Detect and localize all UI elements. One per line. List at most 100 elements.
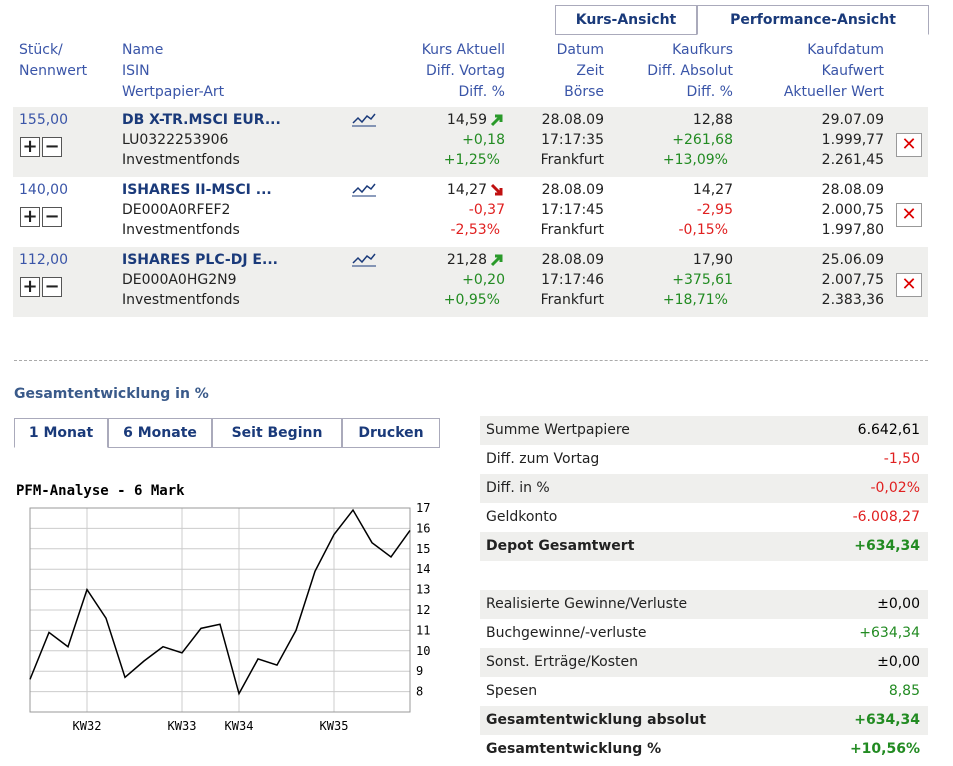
arrow-up xyxy=(489,112,505,128)
plus-button[interactable]: + xyxy=(20,137,40,157)
summary-label: Gesamtentwicklung absolut xyxy=(486,712,707,728)
diff-vortag: +0,20 xyxy=(462,272,505,288)
period-tab[interactable]: 6 Monate xyxy=(108,418,212,448)
summary-row xyxy=(480,648,928,677)
view-tab[interactable]: Performance-Ansicht xyxy=(697,5,929,35)
name[interactable]: DB X-TR.MSCI EUR... xyxy=(122,112,281,128)
kaufkurs: 12,88 xyxy=(692,112,733,128)
y-tick-label: 13 xyxy=(416,583,430,597)
type: Investmentfonds xyxy=(122,222,240,238)
column-header: Zeit xyxy=(576,63,604,79)
y-tick-label: 8 xyxy=(416,685,423,699)
summary-label: Buchgewinne/-verluste xyxy=(486,625,647,641)
zeit: 17:17:35 xyxy=(541,132,604,148)
kaufwert: 2.007,75 xyxy=(821,272,884,288)
section-title: Gesamtentwicklung in % xyxy=(14,386,209,402)
y-tick-label: 14 xyxy=(416,562,430,576)
chart-title: PFM-Analyse - 6 Mark xyxy=(16,483,185,499)
column-header: Diff. Absolut xyxy=(647,63,733,79)
minus-button[interactable]: − xyxy=(42,137,62,157)
chart-icon[interactable] xyxy=(352,182,376,198)
column-header: Diff. % xyxy=(458,84,505,100)
y-tick-label: 9 xyxy=(416,664,423,678)
summary-row xyxy=(480,619,928,648)
chart-icon[interactable] xyxy=(352,112,376,128)
diff-pct: -2,53% xyxy=(450,222,500,238)
diff-abs: -2,95 xyxy=(696,202,733,218)
plot-frame xyxy=(29,507,411,713)
diff-pct: +0,95% xyxy=(443,292,500,308)
row-background xyxy=(13,177,928,247)
summary-value: -1,50 xyxy=(883,451,920,467)
kurs: 21,28 xyxy=(446,252,487,268)
datum: 28.08.09 xyxy=(541,182,604,198)
divider xyxy=(14,360,928,361)
aktueller-wert: 2.261,45 xyxy=(821,152,884,168)
x-tick-label: KW32 xyxy=(73,719,102,733)
summary-label: Geldkonto xyxy=(486,509,558,525)
delete-button[interactable]: ✕ xyxy=(896,273,922,297)
y-tick-label: 10 xyxy=(416,644,430,658)
diff-abs: +261,68 xyxy=(672,132,733,148)
summary-value: +10,56% xyxy=(849,741,920,757)
y-tick-label: 12 xyxy=(416,603,430,617)
summary-label: Gesamtentwicklung % xyxy=(486,741,662,757)
isin: DE000A0HG2N9 xyxy=(122,272,237,288)
diff-abs-pct: -0,15% xyxy=(678,222,728,238)
column-header: Wertpapier-Art xyxy=(122,84,225,100)
diff-abs: +375,61 xyxy=(672,272,733,288)
view-tab[interactable]: Kurs-Ansicht xyxy=(555,5,697,35)
summary-label: Summe Wertpapiere xyxy=(486,422,630,438)
kurs: 14,27 xyxy=(446,182,487,198)
period-tab[interactable]: 1 Monat xyxy=(14,418,108,448)
name[interactable]: ISHARES PLC-DJ E... xyxy=(122,252,278,268)
summary-value: +634,34 xyxy=(854,538,920,554)
delete-button[interactable]: ✕ xyxy=(896,133,922,157)
datum: 28.08.09 xyxy=(541,252,604,268)
plus-button[interactable]: + xyxy=(20,207,40,227)
minus-button[interactable]: − xyxy=(42,277,62,297)
summary-label: Sonst. Erträge/Kosten xyxy=(486,654,638,670)
datum: 28.08.09 xyxy=(541,112,604,128)
delete-button[interactable]: ✕ xyxy=(896,203,922,227)
diff-pct: +1,25% xyxy=(443,152,500,168)
kurs: 14,59 xyxy=(446,112,487,128)
diff-abs-pct: +18,71% xyxy=(662,292,728,308)
column-header: Kaufwert xyxy=(821,63,884,79)
isin: DE000A0RFEF2 xyxy=(122,202,231,218)
summary-label: Diff. zum Vortag xyxy=(486,451,600,467)
x-tick-label: KW33 xyxy=(168,719,197,733)
zeit: 17:17:45 xyxy=(541,202,604,218)
kaufwert: 1.999,77 xyxy=(821,132,884,148)
arrow-up xyxy=(489,252,505,268)
summary-label: Spesen xyxy=(486,683,538,699)
summary-row xyxy=(480,677,928,706)
minus-button[interactable]: − xyxy=(42,207,62,227)
name[interactable]: ISHARES II-MSCI ... xyxy=(122,182,272,198)
column-header: Name xyxy=(122,42,164,58)
summary-row xyxy=(480,503,928,532)
y-tick-label: 16 xyxy=(416,521,430,535)
y-tick-label: 11 xyxy=(416,623,430,637)
column-header: Stück/ xyxy=(19,42,63,58)
period-tab[interactable]: Drucken xyxy=(342,418,440,448)
summary-row xyxy=(480,532,928,561)
boerse: Frankfurt xyxy=(540,152,604,168)
zeit: 17:17:46 xyxy=(541,272,604,288)
summary-row xyxy=(480,706,928,735)
summary-row xyxy=(480,590,928,619)
summary-value: +634,34 xyxy=(854,712,920,728)
plus-button[interactable]: + xyxy=(20,277,40,297)
column-header: Kaufkurs xyxy=(672,42,733,58)
aktueller-wert: 1.997,80 xyxy=(821,222,884,238)
qty: 112,00 xyxy=(19,252,68,268)
summary-value: -0,02% xyxy=(870,480,920,496)
chart-icon[interactable] xyxy=(352,252,376,268)
isin: LU0322253906 xyxy=(122,132,229,148)
period-tab[interactable]: Seit Beginn xyxy=(212,418,342,448)
column-header: Diff. Vortag xyxy=(426,63,505,79)
summary-value: 8,85 xyxy=(888,683,920,699)
qty: 155,00 xyxy=(19,112,68,128)
summary-label: Diff. in % xyxy=(486,480,550,496)
summary-value: ±0,00 xyxy=(877,596,920,612)
